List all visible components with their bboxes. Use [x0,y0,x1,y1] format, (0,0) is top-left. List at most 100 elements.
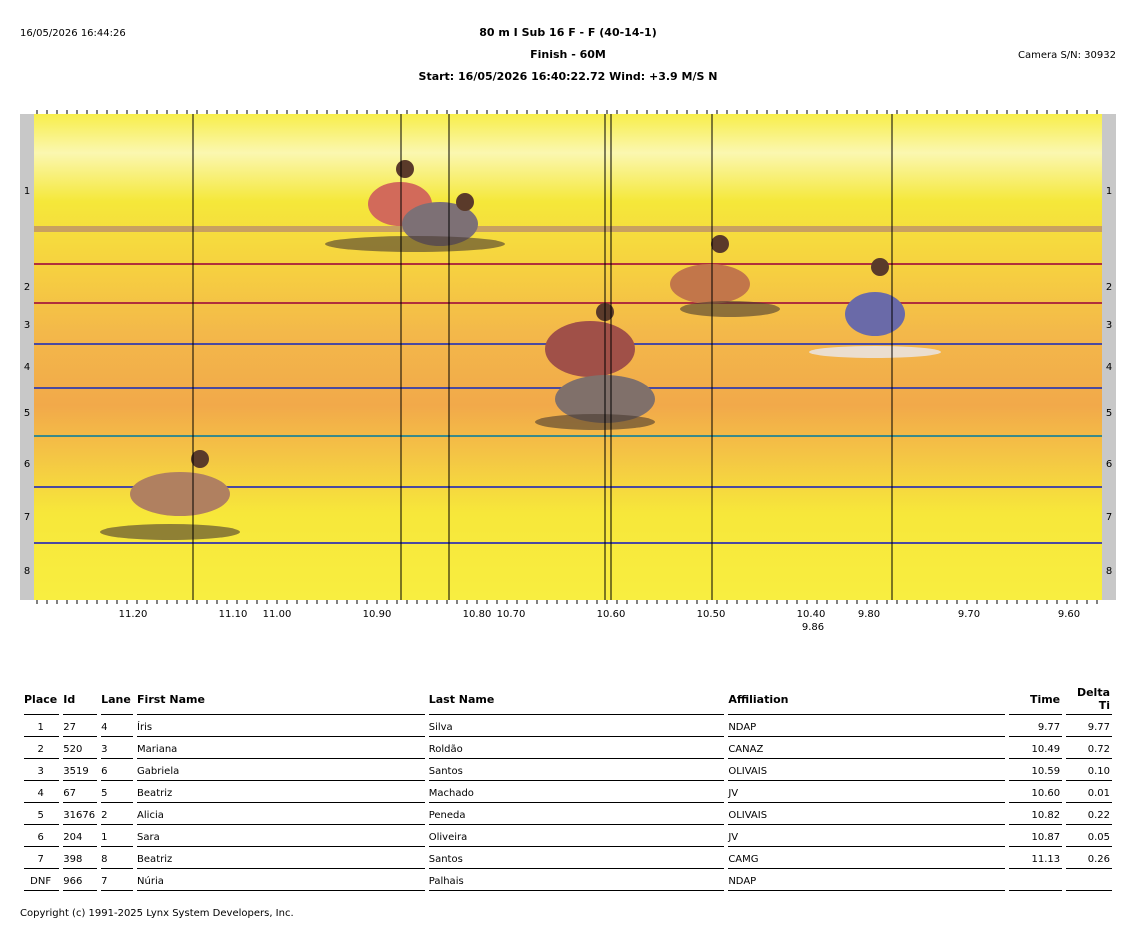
cell-affiliation: NDAP [728,715,1005,737]
event-title: 80 m I Sub 16 F - F (40-14-1) [479,26,657,39]
col-header-place: Place [24,684,60,715]
athlete-lane-3-4 [809,258,941,358]
cell-lane: 6 [101,759,134,781]
copyright-notice: Copyright (c) 1991-2025 Lynx System Deve… [20,908,294,919]
cell-lane: 7 [101,869,134,891]
time-tick-label: 11.00 [262,609,292,620]
table-row: 4 67 5 Beatriz Machado JV 10.60 0.01 [24,781,1112,803]
cell-last-name: Roldão [428,737,725,759]
col-header-affiliation: Affiliation [728,684,1005,715]
cell-place: 6 [24,825,60,847]
cell-last-name: Palhais [428,869,725,891]
cell-id: 31676 [63,803,98,825]
lane-label-right: 4 [1105,362,1113,373]
start-wind-info: Start: 16/05/2026 16:40:22.72 Wind: +3.9… [418,70,718,83]
left-lane-bar [20,114,34,600]
cell-place: DNF [24,869,60,891]
cell-id: 398 [63,847,98,869]
cell-time: 10.87 [1008,825,1063,847]
cell-first-name: Sara [137,825,425,847]
athlete-lane-6-7 [100,450,240,540]
table-row: 2 520 3 Mariana Roldão CANAZ 10.49 0.72 [24,737,1112,759]
cell-delta: 0.01 [1066,781,1112,803]
lane-label-left: 2 [23,282,31,293]
cell-delta: 9.77 [1066,715,1112,737]
cell-place: 2 [24,737,60,759]
lane-label-left: 3 [23,320,31,331]
lane-label-left: 6 [23,459,31,470]
cell-time: 10.82 [1008,803,1063,825]
cell-affiliation: JV [728,781,1005,803]
lane-label-right: 7 [1105,512,1113,523]
time-cursors [192,114,893,600]
cell-time: 9.77 [1008,715,1063,737]
cell-last-name: Santos [428,759,725,781]
time-tick-label: 9.80 [857,609,881,620]
cell-place: 3 [24,759,60,781]
cell-last-name: Santos [428,847,725,869]
lane-label-right: 2 [1105,282,1113,293]
lane-label-left: 1 [23,186,31,197]
cell-affiliation: OLIVAIS [728,803,1005,825]
time-tick-label: 10.70 [496,609,526,620]
table-row: 1 27 4 Íris Silva NDAP 9.77 9.77 [24,715,1112,737]
cell-place: 4 [24,781,60,803]
cell-time [1008,869,1063,891]
cell-id: 27 [63,715,98,737]
cell-delta: 0.05 [1066,825,1112,847]
col-header-time: Time [1008,684,1063,715]
cell-id: 67 [63,781,98,803]
cell-place: 5 [24,803,60,825]
time-tick-label: 9.60 [1057,609,1081,620]
cell-first-name: Gabriela [137,759,425,781]
athlete-lane-2-3 [670,235,780,317]
time-axis: 11.20 11.10 11.00 10.90 10.80 10.70 10.6… [20,600,1116,640]
cell-lane: 2 [101,803,134,825]
time-tick-label: 9.70 [957,609,981,620]
cell-last-name: Peneda [428,803,725,825]
cell-delta: 0.22 [1066,803,1112,825]
col-header-last-name: Last Name [428,684,725,715]
finish-photo[interactable] [20,114,1116,600]
cell-id: 520 [63,737,98,759]
camera-serial: Camera S/N: 30932 [1018,50,1116,61]
cell-id: 3519 [63,759,98,781]
cell-lane: 3 [101,737,134,759]
cell-lane: 1 [101,825,134,847]
cell-first-name: Beatriz [137,781,425,803]
lane-label-right: 5 [1105,408,1113,419]
cell-lane: 8 [101,847,134,869]
cell-id: 966 [63,869,98,891]
lane-label-left: 7 [23,512,31,523]
lane-label-right: 3 [1105,320,1113,331]
time-tick-label: 10.80 [462,609,492,620]
cell-affiliation: CAMG [728,847,1005,869]
time-tick-label: 11.20 [118,609,148,620]
cell-affiliation: CANAZ [728,737,1005,759]
results-header-row: Place Id Lane First Name Last Name Affil… [24,684,1112,715]
cell-first-name: Alicia [137,803,425,825]
time-tick-label: 11.10 [218,609,248,620]
cell-time: 11.13 [1008,847,1063,869]
cell-lane: 4 [101,715,134,737]
right-lane-bar [1102,114,1116,600]
bottom-tick-ruler [36,600,1098,604]
table-row: 5 31676 2 Alicia Peneda OLIVAIS 10.82 0.… [24,803,1112,825]
cell-first-name: Núria [137,869,425,891]
cell-delta: 0.10 [1066,759,1112,781]
event-subtitle: Finish - 60M [530,48,606,61]
time-tick-label: 10.50 [696,609,726,620]
col-header-lane: Lane [101,684,134,715]
col-header-id: Id [63,684,98,715]
cell-place: 1 [24,715,60,737]
cell-affiliation: NDAP [728,869,1005,891]
lane-line [34,226,1102,232]
table-row: 7 398 8 Beatriz Santos CAMG 11.13 0.26 [24,847,1112,869]
cell-id: 204 [63,825,98,847]
lane-label-right: 8 [1105,566,1113,577]
lane-label-left: 5 [23,408,31,419]
cell-time: 10.59 [1008,759,1063,781]
time-tick-label: 10.60 [596,609,626,620]
cell-delta: 0.26 [1066,847,1112,869]
cell-last-name: Oliveira [428,825,725,847]
